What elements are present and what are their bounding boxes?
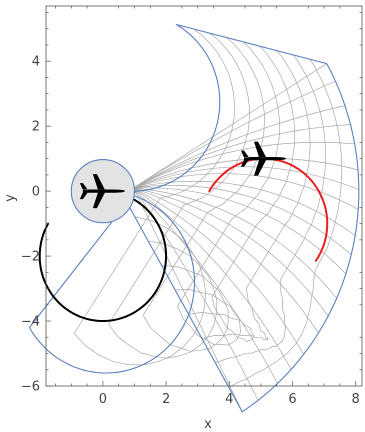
red-flight-path [208, 157, 329, 262]
grid-ray [133, 141, 355, 189]
grid-ray [133, 187, 347, 274]
grid-ring [142, 37, 265, 352]
plane-at-origin-airplane-icon [79, 174, 125, 209]
plane-at-target-airplane-icon [241, 141, 286, 176]
grid-ray [133, 187, 337, 299]
y-tick-label: −6 [21, 380, 40, 395]
y-axis-label: y [3, 194, 18, 202]
x-tick-label: 0 [99, 392, 107, 407]
reachable-region [28, 23, 360, 413]
grid-ray [133, 105, 345, 189]
x-tick-label: 8 [352, 392, 360, 407]
grid-ray [133, 173, 359, 210]
black-flight-path [38, 198, 168, 322]
x-axis-label: x [204, 417, 212, 432]
grid-ring [215, 54, 327, 364]
plot-axes: 0 2 4 6 8 −6 −4 −2 0 2 4 [21, 5, 363, 407]
grid-ray [133, 63, 327, 189]
x-tick-label: 6 [288, 392, 296, 407]
y-tick-label: 2 [32, 120, 40, 135]
aircraft-markers [79, 141, 286, 209]
grid-ring [201, 50, 311, 341]
grid-ring [228, 59, 343, 388]
grid-ray [133, 180, 356, 236]
y-tick-label: 0 [32, 185, 40, 200]
reachable-region-grid [73, 28, 359, 412]
grid-ray [133, 166, 359, 190]
grid-ray [133, 124, 351, 189]
grid-ray [133, 80, 336, 189]
y-tick-label: −4 [21, 315, 40, 330]
grid-ray [133, 187, 243, 412]
grid-ring [175, 41, 280, 346]
x-tick-label: 2 [162, 392, 170, 407]
grid-ray [133, 187, 259, 401]
grid-ray [133, 187, 304, 355]
y-tick-label: 4 [32, 55, 40, 70]
x-tick-label: 4 [225, 392, 233, 407]
grid-ray [133, 187, 278, 384]
grid-ray [133, 187, 319, 334]
flight-paths [38, 157, 329, 322]
region-boundary [28, 23, 360, 413]
grid-ring [73, 28, 235, 366]
grid-ray [133, 187, 292, 370]
plot-frame [45, 5, 363, 387]
y-tick-label: −2 [21, 250, 40, 265]
grid-ring [188, 45, 296, 342]
grid-ray [133, 187, 329, 317]
